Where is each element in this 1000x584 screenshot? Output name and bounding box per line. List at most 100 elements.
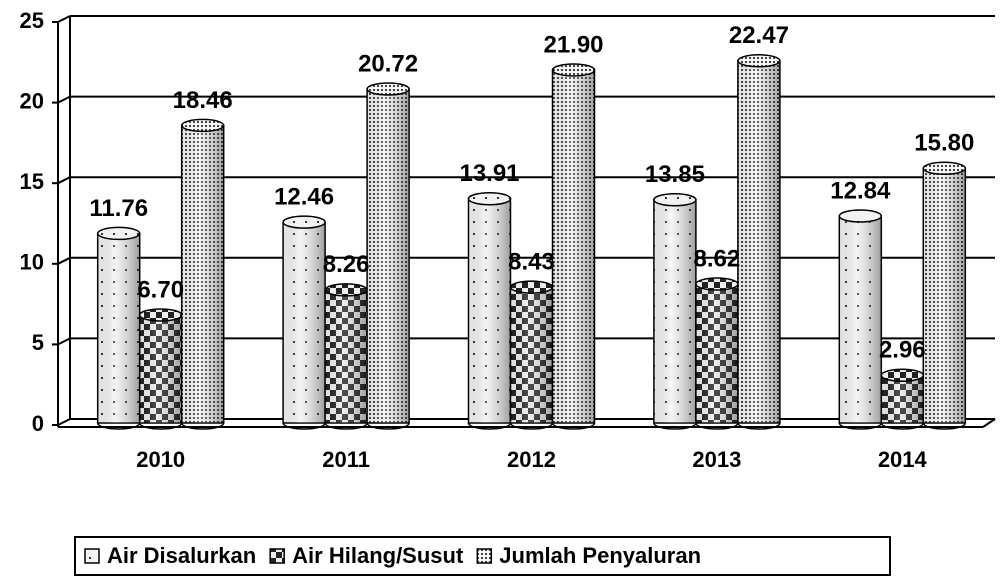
bar-bottom: [180, 422, 225, 430]
legend-label: Jumlah Penyaluran: [499, 543, 701, 568]
bar-top: [551, 63, 596, 77]
bar-top: [509, 280, 554, 294]
x-tick-label: 2010: [136, 447, 185, 472]
bar-shade: [325, 289, 368, 423]
bar: [282, 215, 326, 430]
bar-shade: [737, 60, 780, 423]
bar-shade: [653, 199, 696, 423]
bar-bottom: [653, 422, 697, 430]
bar-shade: [139, 314, 182, 423]
bar-top: [96, 226, 141, 241]
y-tick-label: 15: [20, 169, 44, 194]
bar: [180, 118, 225, 430]
bar: [551, 63, 596, 430]
bar-bottom: [366, 422, 410, 430]
data-label: 8.43: [508, 248, 555, 275]
bar-shade: [283, 222, 326, 423]
bar-top: [138, 308, 183, 322]
x-tick-label: 2014: [878, 447, 928, 472]
bar-top: [467, 192, 512, 206]
bar-shade: [695, 284, 738, 423]
y-tick-label: 10: [20, 250, 44, 275]
bar-shade: [181, 125, 224, 423]
bar-top: [880, 368, 925, 383]
bar-shade: [97, 233, 140, 423]
x-tick-label: 2011: [322, 447, 370, 472]
bar-bottom: [922, 422, 967, 430]
bar-shade: [367, 88, 410, 424]
bar-top: [366, 82, 410, 96]
bar: [737, 54, 781, 430]
y-tick-label: 20: [20, 88, 44, 113]
data-label: 20.72: [358, 50, 418, 77]
legend-swatch: [476, 548, 493, 564]
bar: [922, 161, 967, 430]
bar-shade: [468, 198, 511, 423]
bar-bottom: [282, 422, 326, 430]
legend-label: Air Hilang/Susut: [292, 543, 464, 568]
bar-shade: [510, 287, 553, 423]
data-label: 11.76: [89, 195, 148, 222]
bar-top: [737, 54, 781, 68]
x-tick-label: 2012: [507, 447, 556, 472]
bar-bottom: [737, 422, 781, 430]
bar-bottom: [551, 422, 596, 430]
bar: [467, 192, 512, 430]
bar-top: [838, 209, 883, 223]
bar-bottom: [96, 422, 141, 430]
bar-top: [922, 161, 967, 176]
bar-top: [180, 118, 225, 133]
bar: [838, 209, 883, 430]
grid-line-depth: [57, 256, 71, 265]
data-label: 22.47: [729, 22, 789, 49]
data-label: 15.80: [914, 130, 974, 157]
bar: [880, 368, 925, 430]
bar-shade: [552, 69, 595, 424]
x-tick-label: 2013: [692, 447, 741, 472]
bar-top: [653, 192, 697, 207]
bar-bottom: [838, 422, 883, 430]
y-tick-label: 0: [32, 411, 44, 436]
bar-top: [324, 283, 368, 297]
data-label: 2.96: [879, 337, 926, 364]
y-tick-label: 25: [20, 8, 44, 33]
bar-bottom: [880, 422, 925, 430]
grid-line-depth: [57, 15, 71, 23]
bar: [366, 82, 410, 430]
bar: [138, 308, 183, 430]
bar: [509, 280, 554, 430]
bar: [324, 283, 368, 430]
data-label: 13.85: [645, 161, 705, 188]
bar-bottom: [324, 422, 368, 430]
legend-label: Air Disalurkan: [107, 543, 256, 568]
bar-bottom: [138, 422, 183, 430]
data-label: 13.91: [459, 160, 519, 187]
data-label: 8.62: [694, 245, 741, 272]
data-label: 21.90: [543, 31, 603, 58]
data-label: 12.46: [274, 183, 334, 210]
bar-shade: [881, 375, 924, 423]
data-label: 6.70: [137, 276, 184, 303]
data-label: 18.46: [173, 87, 233, 114]
bar: [653, 192, 697, 430]
bar-bottom: [695, 422, 739, 430]
legend-swatch: [269, 548, 285, 564]
grid-line-depth: [57, 418, 71, 426]
y-tick-label: 5: [32, 330, 44, 355]
bar-top: [695, 277, 739, 291]
grid-line-depth: [57, 176, 71, 185]
bar-shade: [923, 168, 966, 423]
grid-line-depth: [57, 95, 71, 104]
data-label: 12.84: [830, 177, 891, 204]
bar-top: [282, 215, 326, 229]
x-axis-depth: [982, 418, 996, 428]
bar-bottom: [467, 422, 512, 430]
bar: [695, 277, 739, 430]
bar-bottom: [509, 422, 554, 430]
bar-shade: [839, 216, 882, 423]
data-label: 8.26: [323, 251, 370, 278]
bar: [96, 226, 141, 430]
legend-swatch: [84, 548, 100, 564]
grid-line-depth: [57, 337, 71, 346]
